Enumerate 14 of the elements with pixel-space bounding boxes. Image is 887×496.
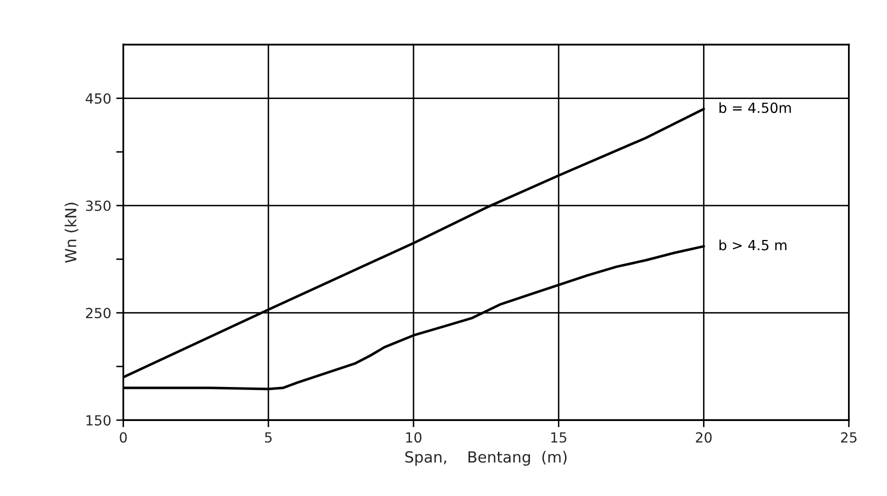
x-tick-label: 10 (406, 432, 422, 443)
y-tick-label: 150 (86, 415, 111, 426)
y-tick-label: 350 (86, 200, 111, 212)
y-tick-label: 250 (86, 308, 111, 318)
series-label: b > 4.5 m (720, 240, 786, 250)
x-tick-label: 15 (551, 432, 566, 443)
x-tick-label: 5 (265, 432, 272, 443)
x-tick-label: 20 (696, 432, 712, 443)
x-tick-label: 25 (841, 432, 856, 443)
y-tick-label: 450 (86, 93, 111, 104)
x-axis-title: Span, Bentang (m) (405, 450, 567, 466)
y-axis-title: Wn (kN) (64, 202, 78, 263)
series-label: b = 4.50m (720, 102, 791, 114)
x-tick-label: 0 (120, 432, 127, 443)
